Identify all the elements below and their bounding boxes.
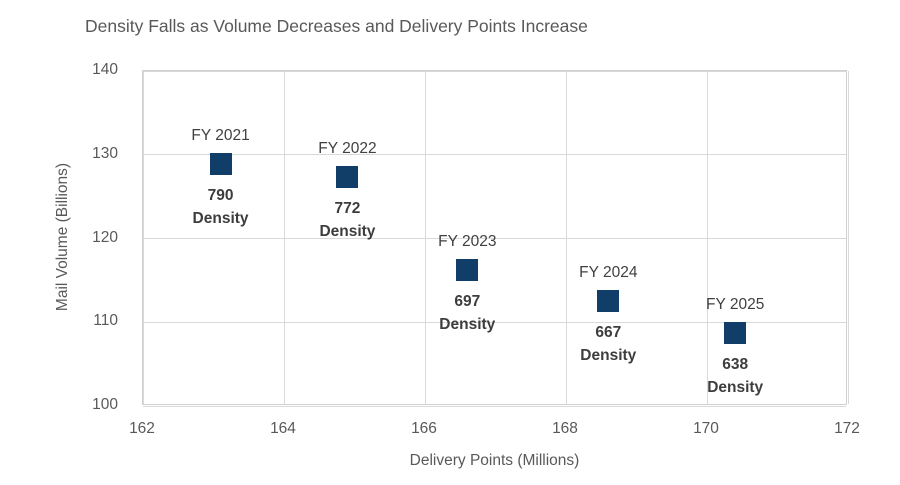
y-tick-label: 140: [92, 61, 118, 78]
y-tick-label: 120: [92, 228, 118, 246]
vertical-gridline: [142, 71, 144, 404]
data-point-marker: [209, 152, 232, 175]
horizontal-gridline: [143, 321, 846, 323]
data-point-density-label: 697 Density: [439, 293, 496, 334]
data-point-density-label: 638 Density: [707, 356, 764, 397]
x-tick-label: 166: [411, 420, 437, 437]
x-axis-title: Delivery Points (Millions): [409, 452, 580, 469]
horizontal-gridline: [143, 405, 846, 407]
data-point-marker: [597, 290, 620, 313]
x-tick-label: 164: [270, 420, 296, 437]
data-point-density-label: 790 Density: [192, 186, 249, 227]
y-tick-label: 100: [92, 396, 118, 413]
vertical-gridline: [424, 71, 426, 404]
data-point-year-label: FY 2022: [318, 140, 377, 158]
data-point-density-label: 772 Density: [319, 200, 376, 241]
vertical-gridline: [706, 71, 708, 404]
data-point-marker: [456, 259, 479, 282]
x-tick-label: 172: [834, 420, 860, 437]
x-tick-label: 162: [129, 420, 155, 437]
x-tick-label: 170: [693, 420, 719, 437]
horizontal-gridline: [143, 154, 846, 156]
horizontal-gridline: [143, 238, 846, 239]
x-tick-label: 168: [552, 420, 578, 437]
data-point-marker: [724, 322, 747, 345]
data-point-year-label: FY 2024: [579, 264, 638, 282]
y-axis-title: Mail Volume (Billions): [54, 162, 71, 312]
data-point-marker: [336, 166, 359, 189]
y-tick-label: 110: [93, 312, 118, 330]
vertical-gridline: [847, 71, 849, 404]
horizontal-gridline: [143, 70, 846, 72]
data-point-year-label: FY 2025: [706, 296, 765, 314]
data-point-year-label: FY 2023: [438, 233, 497, 251]
chart-title: Density Falls as Volume Decreases and De…: [85, 16, 588, 36]
y-tick-label: 130: [92, 144, 118, 162]
vertical-gridline: [565, 71, 567, 404]
vertical-gridline: [283, 71, 285, 404]
data-point-density-label: 667 Density: [580, 324, 637, 365]
data-point-year-label: FY 2021: [191, 126, 250, 144]
plot-area: FY 2021 790 Density FY 2022 772 Density FY 2…: [142, 70, 849, 407]
